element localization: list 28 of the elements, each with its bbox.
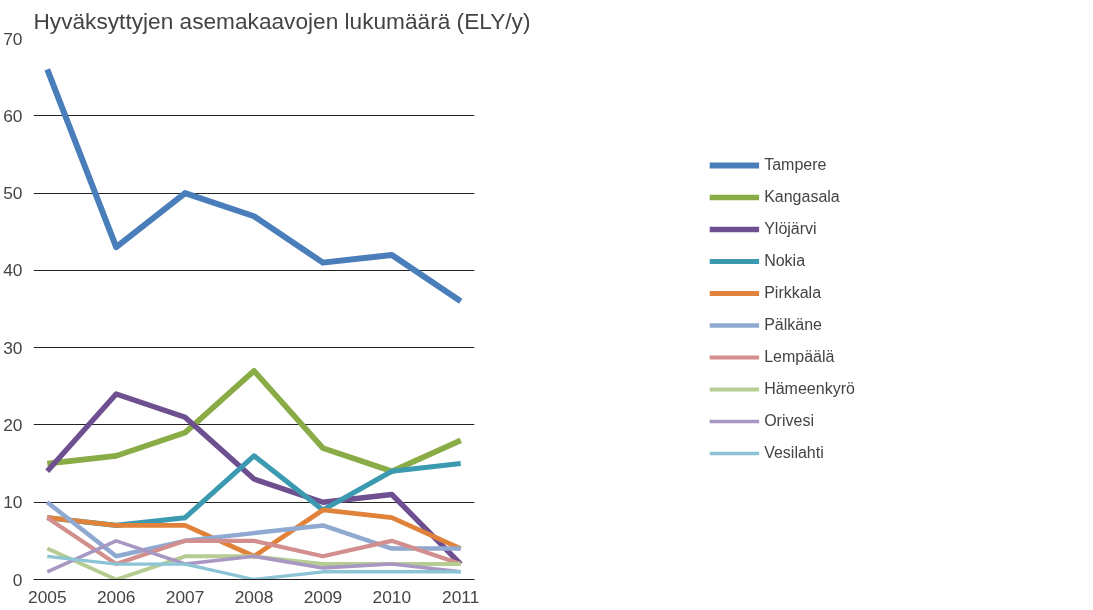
x-tick-label: 2005 (28, 586, 67, 607)
chart-title: Hyväksyttyjen asemakaavojen lukumäärä (ELY/y) (33, 7, 531, 34)
y-tick-label: 70 (3, 28, 23, 49)
y-tick-label: 40 (3, 260, 23, 281)
y-tick-label: 30 (3, 337, 23, 358)
legend-label: Pirkkala (764, 283, 822, 302)
line-series (45, 554, 463, 580)
legend-label: Nokia (764, 251, 806, 270)
y-tick-label: 0 (12, 569, 23, 590)
legend-label: Orivesi (764, 411, 814, 430)
legend-label: Vesilahti (764, 443, 824, 462)
legend-label: Kangasala (764, 187, 840, 206)
y-tick-label: 10 (3, 492, 23, 513)
y-tick-label: 50 (3, 183, 23, 204)
x-tick-label: 2009 (303, 586, 343, 607)
legend-label: Ylöjärvi (764, 219, 817, 238)
legend-label: Pälkäne (764, 315, 822, 334)
line-series (45, 539, 463, 574)
y-tick-label: 20 (3, 414, 23, 435)
x-tick-label: 2008 (234, 586, 274, 607)
x-tick-label: 2011 (442, 586, 480, 607)
x-tick-label: 2007 (165, 586, 205, 607)
legend-label: Lempäälä (764, 347, 835, 366)
y-tick-label: 60 (3, 105, 23, 126)
x-tick-label: 2006 (96, 586, 136, 607)
x-tick-label: 2010 (372, 586, 412, 607)
legend-label: Hämeenkyrö (764, 379, 855, 398)
legend-label: Tampere (764, 155, 827, 174)
